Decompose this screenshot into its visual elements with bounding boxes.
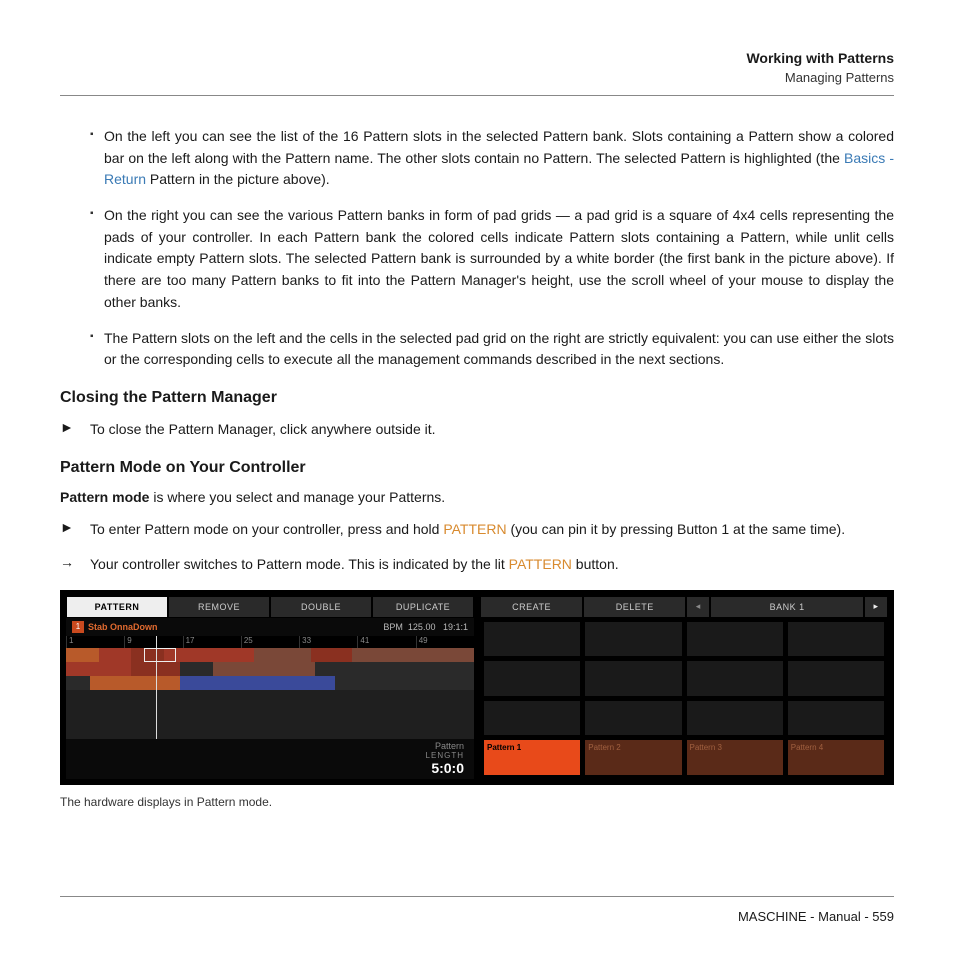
prev-bank-button[interactable]: ◂ xyxy=(686,596,710,618)
arrow-icon: ► xyxy=(60,519,90,541)
subheading-closing: Closing the Pattern Manager xyxy=(60,389,894,407)
bullet-list: On the left you can see the list of the … xyxy=(60,126,894,371)
left-display: PATTERN REMOVE DOUBLE DUPLICATE 1 Stab O… xyxy=(66,596,474,779)
pad[interactable] xyxy=(787,700,885,737)
pad[interactable] xyxy=(787,660,885,697)
bullet-item: The Pattern slots on the left and the ce… xyxy=(90,328,894,371)
length-info: Pattern LENGTH 5:0:0 xyxy=(66,739,474,779)
bpm-value: 125.00 xyxy=(408,622,436,632)
sequencer-area[interactable]: 191725334149 xyxy=(66,636,474,739)
arrow-icon: ► xyxy=(60,419,90,441)
pad[interactable] xyxy=(686,660,784,697)
keyword-pattern: PATTERN xyxy=(443,521,506,537)
left-button-row: PATTERN REMOVE DOUBLE DUPLICATE xyxy=(66,596,474,618)
pad[interactable]: Pattern 4 xyxy=(787,739,885,776)
right-button-row: CREATE DELETE ◂ BANK 1 ▸ xyxy=(480,596,888,618)
length-label: LENGTH xyxy=(426,751,464,760)
bullet-item: On the right you can see the various Pat… xyxy=(90,205,894,313)
pad[interactable] xyxy=(686,700,784,737)
header-title: Working with Patterns xyxy=(60,50,894,66)
subheading-pattern-mode: Pattern Mode on Your Controller xyxy=(60,459,894,477)
tracks xyxy=(66,648,474,739)
pad[interactable] xyxy=(584,660,682,697)
length-label-top: Pattern xyxy=(426,741,464,751)
next-bank-button[interactable]: ▸ xyxy=(864,596,888,618)
pad[interactable] xyxy=(483,660,581,697)
footer-text: MASCHINE - Manual - 559 xyxy=(60,909,894,924)
instruction-text: To close the Pattern Manager, click anyw… xyxy=(90,419,894,441)
pad[interactable] xyxy=(584,621,682,658)
remove-button[interactable]: REMOVE xyxy=(168,596,270,618)
pad[interactable] xyxy=(483,700,581,737)
result-text: Your controller switches to Pattern mode… xyxy=(90,554,894,576)
arrow-icon: → xyxy=(60,554,90,576)
loop-brace xyxy=(144,648,177,662)
time-position: 19:1:1 xyxy=(443,622,468,632)
pad[interactable]: Pattern 1 xyxy=(483,739,581,776)
keyword-pattern: PATTERN xyxy=(509,556,572,572)
slot-name: Stab OnnaDown xyxy=(88,622,383,632)
hardware-screenshot: PATTERN REMOVE DOUBLE DUPLICATE 1 Stab O… xyxy=(60,590,894,785)
divider-bottom xyxy=(60,896,894,897)
pad[interactable] xyxy=(483,621,581,658)
right-display: CREATE DELETE ◂ BANK 1 ▸ Pattern 1Patter… xyxy=(480,596,888,779)
divider-top xyxy=(60,95,894,96)
pad[interactable] xyxy=(787,621,885,658)
bpm-label: BPM xyxy=(383,622,403,632)
length-value: 5:0:0 xyxy=(426,760,464,776)
intro-paragraph: Pattern mode is where you select and man… xyxy=(60,489,894,505)
ruler: 191725334149 xyxy=(66,636,474,648)
bank-label: BANK 1 xyxy=(710,596,864,618)
figure-caption: The hardware displays in Pattern mode. xyxy=(60,795,894,809)
bullet-item: On the left you can see the list of the … xyxy=(90,126,894,191)
duplicate-button[interactable]: DUPLICATE xyxy=(372,596,474,618)
pad-grid: Pattern 1Pattern 2Pattern 3Pattern 4 xyxy=(480,618,888,779)
header-subtitle: Managing Patterns xyxy=(60,70,894,85)
double-button[interactable]: DOUBLE xyxy=(270,596,372,618)
slot-number: 1 xyxy=(72,621,84,633)
create-button[interactable]: CREATE xyxy=(480,596,583,618)
pattern-info-row: 1 Stab OnnaDown BPM 125.00 19:1:1 xyxy=(66,618,474,636)
pad[interactable] xyxy=(686,621,784,658)
pad[interactable]: Pattern 3 xyxy=(686,739,784,776)
delete-button[interactable]: DELETE xyxy=(583,596,686,618)
instruction-text: To enter Pattern mode on your controller… xyxy=(90,519,894,541)
pad[interactable] xyxy=(584,700,682,737)
pattern-button[interactable]: PATTERN xyxy=(66,596,168,618)
pad[interactable]: Pattern 2 xyxy=(584,739,682,776)
